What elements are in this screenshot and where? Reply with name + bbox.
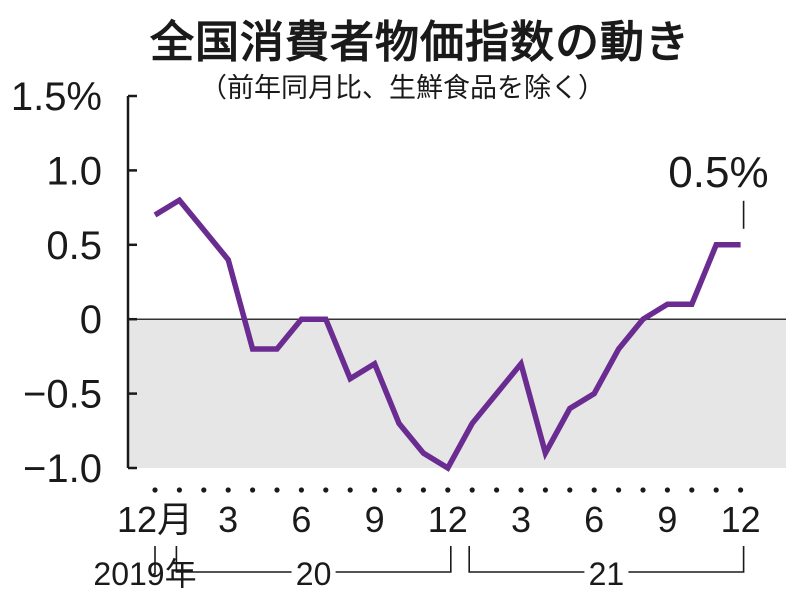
cpi-series-line	[153, 196, 741, 472]
month-dot	[274, 487, 280, 493]
x-tick-label: 12月	[117, 499, 193, 540]
month-dot	[616, 487, 622, 493]
year-label: 20	[296, 556, 332, 592]
chart-title: 全国消費者物価指数の動き	[150, 17, 690, 68]
x-tick-label: 3	[511, 499, 531, 540]
month-dot	[176, 487, 182, 493]
month-dot	[396, 487, 402, 493]
negative-region-shade	[128, 319, 786, 468]
month-dot	[738, 487, 744, 493]
month-dot	[469, 487, 475, 493]
month-dot	[152, 487, 158, 493]
x-tick-label: 9	[365, 499, 385, 540]
chart-subtitle: （前年同月比、生鮮食品を除く）	[200, 73, 605, 104]
month-dot	[640, 487, 646, 493]
y-tick-label: 0	[80, 298, 102, 342]
month-dot	[347, 487, 353, 493]
y-tick-label: 0.5	[46, 224, 102, 268]
month-dot	[518, 487, 524, 493]
y-tick-label: −0.5	[23, 373, 102, 417]
x-tick-label: 12	[428, 499, 468, 540]
y-tick-label: 1.0	[46, 149, 102, 193]
year-bracket	[153, 546, 156, 575]
month-dot	[689, 487, 695, 493]
month-dot	[250, 487, 256, 493]
x-tick-label: 6	[291, 499, 311, 540]
year-bracket	[468, 546, 745, 573]
month-dot	[298, 487, 304, 493]
year-bracket	[175, 546, 452, 573]
y-tick-label: −1.0	[23, 447, 102, 491]
month-dot	[201, 487, 207, 493]
month-dot	[445, 487, 451, 493]
y-tick-label: 1.5%	[11, 75, 102, 119]
month-dot	[494, 487, 500, 493]
month-dot	[664, 487, 671, 493]
month-dot	[542, 487, 549, 493]
month-dot	[323, 487, 329, 493]
x-tick-label: 6	[584, 499, 604, 540]
year-label: 2019年	[93, 556, 196, 592]
month-dot	[713, 487, 719, 493]
x-tick-label: 9	[657, 499, 677, 540]
month-dot	[420, 487, 426, 493]
x-tick-label: 3	[218, 499, 238, 540]
year-label: 21	[589, 556, 625, 592]
x-tick-label: 12	[721, 499, 761, 540]
month-dot	[372, 487, 378, 493]
month-dot	[567, 487, 573, 493]
month-dot	[225, 487, 231, 493]
latest-value-annotation: 0.5%	[668, 148, 768, 197]
month-dot	[591, 487, 597, 493]
